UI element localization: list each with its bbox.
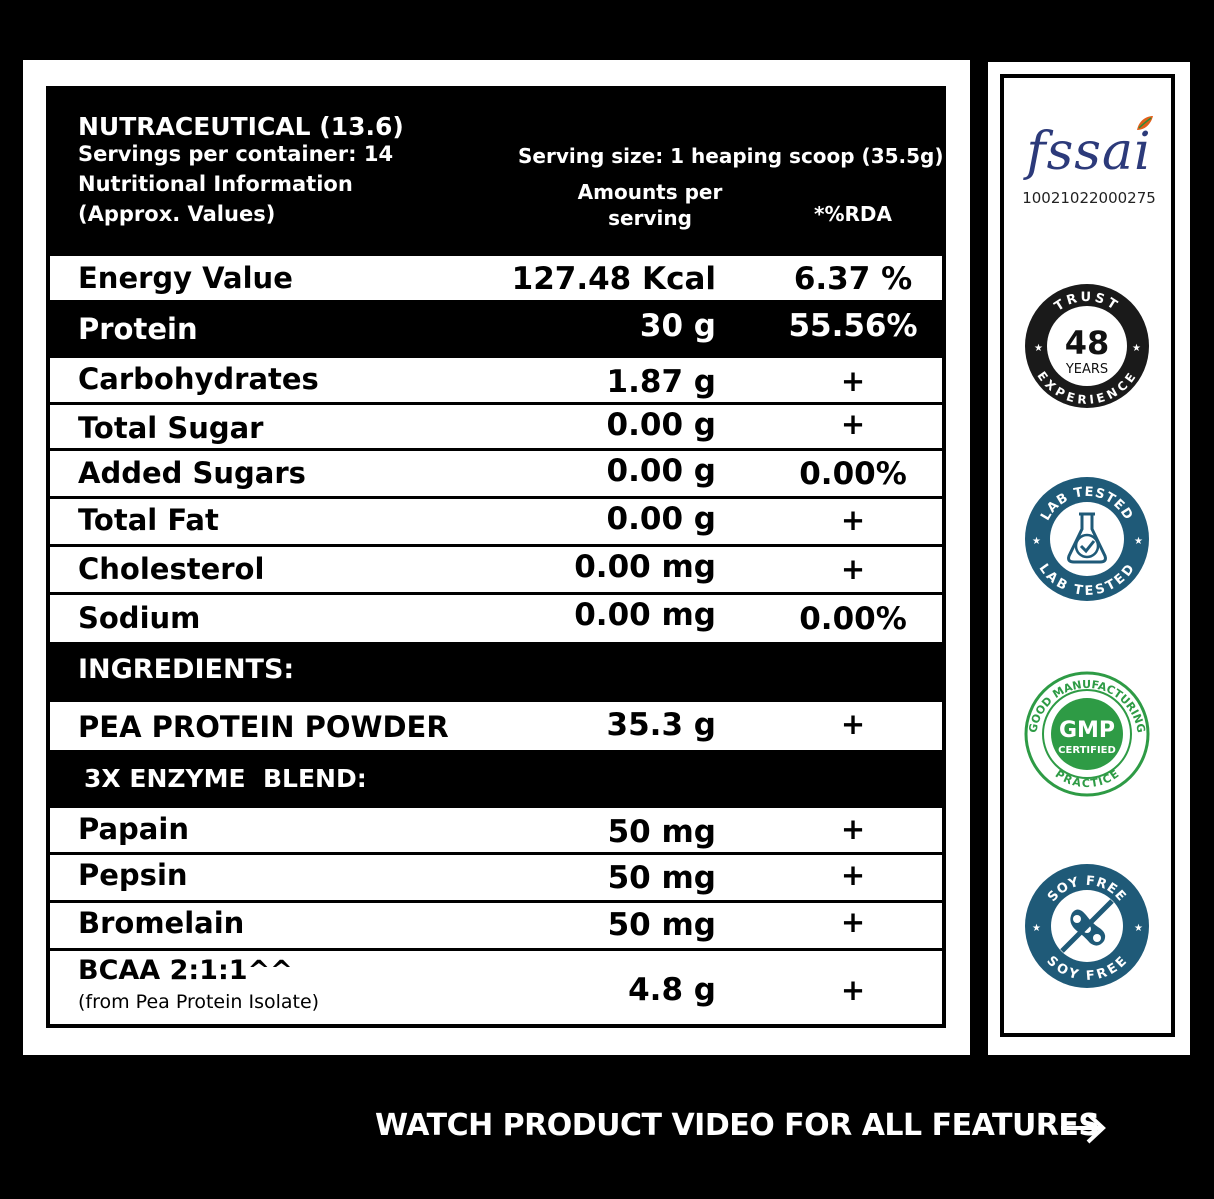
nutrient-label: Total Fat — [78, 503, 219, 537]
fssai-license-number: 10021022000275 — [1022, 189, 1156, 207]
ingredients-heading: INGREDIENTS: — [78, 654, 295, 685]
ingredient-label: Papain — [78, 812, 189, 846]
nutrient-label: Cholesterol — [78, 552, 265, 586]
nutrient-amount: 0.00 mg — [574, 549, 716, 585]
star-icon: ★ — [1132, 343, 1141, 354]
ingredient-row-bromelain: Bromelain 50 mg + — [50, 903, 942, 949]
trust-48-years-badge: TRUST EXPERIENCE 48 YEARS ★ ★ — [1025, 284, 1149, 408]
certification-panel: fssai 10021022000275 TRUST EXPERIENCE 48… — [988, 62, 1190, 1055]
table-header: NUTRACEUTICAL (13.6) Servings per contai… — [50, 90, 944, 256]
star-icon: ★ — [1134, 923, 1143, 934]
gmp-certified-label: CERTIFIED — [1058, 745, 1116, 756]
row-divider — [50, 900, 942, 903]
gmp-certified-badge: GOOD MANUFACTURING PRACTICE GMP CERTIFIE… — [1024, 671, 1150, 797]
star-icon: ★ — [1134, 536, 1143, 547]
nutrient-rda: + — [840, 407, 866, 441]
nutrient-amount: 0.00 g — [606, 407, 716, 443]
ingredients-heading-row: INGREDIENTS: — [50, 642, 942, 702]
nutrient-row-energy: Energy Value 127.48 Kcal 6.37 % — [50, 256, 942, 300]
ingredient-label: PEA PROTEIN POWDER — [78, 710, 449, 744]
nutrient-amount: 1.87 g — [606, 364, 716, 400]
nutrient-label: Carbohydrates — [78, 362, 319, 396]
nutrition-table: NUTRACEUTICAL (13.6) Servings per contai… — [46, 86, 946, 1028]
row-divider — [50, 544, 942, 547]
rda-header: *%RDA — [814, 202, 892, 226]
serving-size: Serving size: 1 heaping scoop (35.5g) — [518, 144, 944, 168]
ingredient-amount: 50 mg — [607, 907, 716, 943]
ingredient-sublabel: (from Pea Protein Isolate) — [78, 991, 320, 1013]
star-icon: ★ — [1032, 923, 1041, 934]
ingredient-amount: 35.3 g — [606, 707, 716, 743]
nutritional-info-label: Nutritional Information — [78, 172, 353, 196]
star-icon: ★ — [1034, 343, 1043, 354]
nutrient-label: Sodium — [78, 601, 201, 635]
nutrient-row-total-fat: Total Fat 0.00 g + — [50, 499, 942, 545]
nutrient-rda: + — [840, 552, 866, 586]
trust-number: 48 — [1065, 324, 1110, 362]
enzyme-blend-heading: 3X ENZYME BLEND: — [84, 764, 367, 793]
servings-per-container: Servings per container: 14 — [78, 142, 394, 166]
ingredient-amount: 50 mg — [607, 860, 716, 896]
flask-check-icon — [1067, 512, 1107, 564]
ingredient-amount: 4.8 g — [628, 972, 716, 1008]
ingredient-row-pepsin: Pepsin 50 mg + — [50, 855, 942, 901]
nutrient-label: Energy Value — [78, 261, 293, 295]
approx-values-label: (Approx. Values) — [78, 202, 276, 226]
nutrient-rda: 0.00% — [799, 456, 907, 492]
ingredient-label: Pepsin — [78, 858, 188, 892]
nutrient-rda: + — [840, 503, 866, 537]
ingredient-label: Bromelain — [78, 906, 245, 940]
nutrient-rda: 0.00% — [799, 601, 907, 637]
row-divider — [50, 592, 942, 595]
trust-years-label: YEARS — [1065, 362, 1108, 377]
gmp-label: GMP — [1059, 718, 1115, 743]
nutrient-amount: 127.48 Kcal — [511, 261, 716, 297]
nutrient-label: Protein — [78, 312, 198, 346]
nutrient-rda: 55.56% — [788, 308, 918, 344]
soybean-crossed-icon — [1060, 899, 1114, 953]
nutrient-label: Added Sugars — [78, 456, 306, 490]
ingredient-rda: + — [840, 707, 866, 741]
row-divider — [50, 948, 942, 951]
ingredient-row-bcaa: BCAA 2:1:1^^ (from Pea Protein Isolate) … — [50, 951, 942, 1024]
ingredient-rda: + — [840, 905, 866, 939]
ingredient-rda: + — [840, 812, 866, 846]
soy-free-badge: SOY FREE SOY FREE ★ ★ — [1025, 864, 1149, 988]
fssai-leaf-icon — [1137, 116, 1153, 130]
star-icon: ★ — [1032, 536, 1041, 547]
certification-frame — [1000, 74, 1175, 1037]
nutrient-amount: 0.00 g — [606, 453, 716, 489]
table-title: NUTRACEUTICAL (13.6) — [78, 112, 404, 141]
arrow-right-icon[interactable] — [1058, 1108, 1108, 1148]
nutrient-rda: + — [840, 364, 866, 398]
nutrient-row-total-sugar: Total Sugar 0.00 g + — [50, 405, 942, 449]
amounts-per-serving-header: Amounts per serving — [577, 180, 723, 230]
nutrient-row-protein: Protein 30 g 55.56% — [50, 300, 942, 358]
nutrient-amount: 0.00 g — [606, 501, 716, 537]
row-divider — [50, 496, 942, 499]
row-divider — [50, 448, 942, 451]
nutrient-row-cholesterol: Cholesterol 0.00 mg + — [50, 547, 942, 593]
nutrient-row-added-sugars: Added Sugars 0.00 g 0.00% — [50, 451, 942, 497]
nutrient-label: Total Sugar — [78, 411, 264, 445]
nutrient-row-sodium: Sodium 0.00 mg 0.00% — [50, 595, 942, 642]
row-divider — [50, 852, 942, 855]
nutrient-rda: 6.37 % — [793, 261, 913, 297]
nutrient-amount: 0.00 mg — [574, 597, 716, 633]
fssai-logo: fssai — [1026, 122, 1152, 182]
ingredient-row-papain: Papain 50 mg + — [50, 808, 942, 854]
enzyme-blend-heading-row: 3X ENZYME BLEND: — [50, 750, 942, 808]
row-divider — [50, 402, 942, 405]
ingredient-rda: + — [840, 973, 866, 1007]
ingredient-label: BCAA 2:1:1^^ — [78, 955, 293, 986]
ingredient-rda: + — [840, 858, 866, 892]
watch-video-cta[interactable]: WATCH PRODUCT VIDEO FOR ALL FEATURES — [375, 1108, 1100, 1143]
ingredient-amount: 50 mg — [607, 814, 716, 850]
ingredient-row-pea-protein: PEA PROTEIN POWDER 35.3 g + — [50, 702, 942, 750]
nutrient-row-carbohydrates: Carbohydrates 1.87 g + — [50, 358, 942, 404]
nutrient-amount: 30 g — [639, 308, 716, 344]
lab-tested-badge: LAB TESTED LAB TESTED ★ ★ — [1025, 477, 1149, 601]
